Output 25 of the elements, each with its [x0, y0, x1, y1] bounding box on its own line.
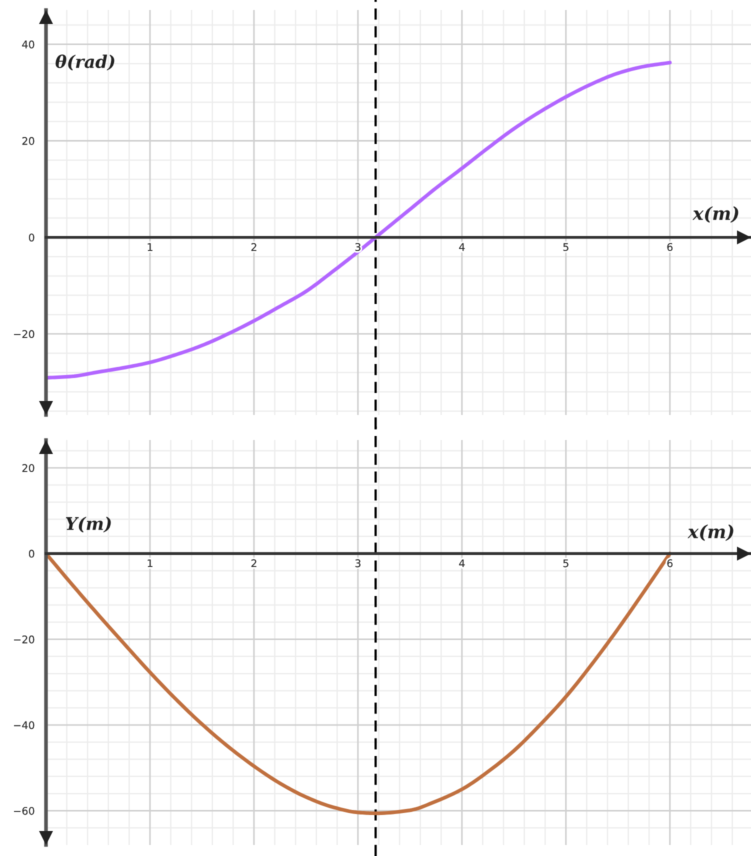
y-axis-title: Y(m) [66, 516, 111, 533]
x-tick-label: 4 [459, 559, 465, 568]
y-tick-label: −60 [14, 806, 34, 815]
y-tick-label: −20 [14, 636, 34, 644]
y-tick-label: 0 [28, 550, 34, 558]
x-tick-label: 6 [667, 243, 673, 251]
x-tick-label: 3 [355, 559, 360, 568]
x-tick-label: 5 [563, 243, 568, 251]
x-tick-label: 4 [459, 243, 465, 251]
y-tick-label: −20 [14, 330, 34, 338]
x-tick-label: 6 [667, 559, 673, 568]
y-tick-label: 20 [22, 464, 34, 472]
y-axis-title: θ(rad) [56, 54, 114, 71]
x-tick-label: 1 [148, 243, 152, 251]
x-tick-label: 2 [251, 243, 256, 251]
x-tick-label: 5 [563, 559, 568, 568]
x-tick-label: 3 [355, 243, 360, 251]
x-tick-label: 1 [148, 559, 152, 568]
y-tick-label: 40 [22, 40, 34, 48]
x-axis-title: x(m) [692, 206, 738, 223]
y-tick-label: −40 [14, 721, 34, 730]
y-tick-label: 0 [28, 234, 34, 242]
x-axis-title: x(m) [688, 524, 734, 541]
x-tick-label: 2 [251, 559, 256, 568]
y-tick-label: 20 [22, 137, 34, 145]
